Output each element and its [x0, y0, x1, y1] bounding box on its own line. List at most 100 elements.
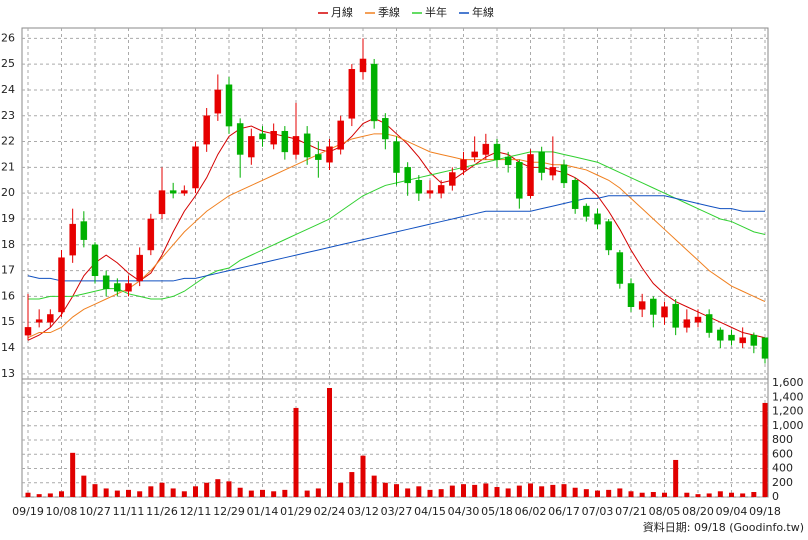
ma-line [27, 195, 765, 282]
y-tick-label: 13 [1, 367, 15, 380]
candle-body [661, 306, 668, 318]
volume-bar [483, 483, 489, 497]
candle-body [415, 180, 423, 194]
volume-bar [416, 486, 422, 497]
legend-label: 半年 [425, 5, 447, 19]
candle-body [35, 319, 43, 323]
candle-body [583, 205, 590, 217]
candle-body [303, 133, 311, 158]
x-tick-label: 07/03 [582, 505, 614, 518]
legend-label: 季線 [378, 5, 400, 19]
volume-bar [617, 488, 623, 497]
volume-bar [338, 482, 344, 497]
x-tick-label: 11/26 [146, 505, 178, 518]
volume-bar [304, 490, 310, 497]
volume-bar [472, 484, 478, 497]
candle-body [683, 319, 691, 328]
candle-body [750, 334, 758, 346]
y2-tick-label: 800 [772, 433, 793, 446]
volume-bar [36, 494, 42, 497]
candle-body [102, 275, 110, 289]
y-tick-label: 23 [1, 109, 15, 122]
volume-bar [449, 485, 455, 497]
candle-body [471, 151, 478, 158]
candle-body [650, 298, 657, 315]
candle-body [627, 283, 635, 307]
candle-body [147, 218, 155, 251]
candle-body [326, 146, 333, 163]
candle-body [560, 164, 568, 184]
candle-body [705, 314, 713, 333]
legend-label: 月線 [331, 5, 353, 19]
candle-body [493, 143, 501, 160]
y-tick-label: 16 [1, 289, 15, 302]
y-tick-label: 26 [1, 31, 15, 44]
volume-bar [114, 490, 120, 497]
volume-bar [550, 484, 556, 497]
volume-bar [650, 492, 656, 497]
volume-bar [103, 488, 109, 497]
candle-body [225, 84, 233, 127]
candle-body [315, 154, 322, 160]
x-tick-label: 10/08 [46, 505, 78, 518]
ma-line [27, 117, 766, 341]
volume-bar [684, 492, 690, 497]
candle-body [136, 254, 143, 282]
x-tick-label: 04/15 [414, 505, 446, 518]
candle-body [24, 327, 32, 336]
volume-bar [639, 492, 645, 497]
candle-body [80, 221, 88, 240]
candle-body [248, 136, 255, 158]
y2-tick-label: 600 [772, 447, 793, 460]
x-tick-label: 09/19 [12, 505, 44, 518]
volume-bar [293, 407, 299, 497]
x-tick-label: 03/12 [347, 505, 379, 518]
x-tick-label: 09/18 [749, 505, 781, 518]
x-tick-label: 01/14 [247, 505, 279, 518]
y-tick-label: 18 [1, 238, 15, 251]
x-tick-label: 09/04 [716, 505, 748, 518]
volume-bar [25, 492, 31, 497]
volume-bar [215, 479, 221, 497]
x-tick-label: 05/18 [481, 505, 513, 518]
x-tick-label: 12/29 [213, 505, 245, 518]
volume-bar [237, 487, 243, 497]
volume-bar [81, 475, 87, 497]
y2-tick-label: 1,000 [772, 419, 804, 432]
volume-bar [126, 489, 131, 497]
candle-body [426, 190, 434, 194]
volume-bar [382, 482, 388, 497]
y2-tick-label: 1,600 [772, 376, 804, 389]
candle-body [761, 337, 769, 359]
volume-bar [717, 491, 723, 497]
candle-body [437, 185, 445, 194]
volume-bar [371, 475, 377, 497]
volume-bar [516, 485, 522, 497]
candle-body [214, 89, 222, 114]
volume-bar [181, 491, 187, 497]
candle-body [114, 283, 121, 292]
candle-body [549, 167, 557, 176]
candle-body [717, 329, 724, 341]
candle-body [348, 69, 356, 119]
volume-bar [271, 491, 277, 497]
volume-bar [695, 494, 701, 497]
candle-body [259, 133, 266, 140]
volume-bar [561, 484, 567, 497]
volume-bar [662, 492, 667, 497]
plot-frame [21, 27, 769, 498]
candle-body [594, 213, 601, 225]
volume-bar [159, 482, 165, 497]
y2-tick-label: 200 [772, 476, 793, 489]
volume-bar [751, 492, 757, 497]
candle-body [125, 283, 132, 292]
volume-bar [92, 484, 98, 497]
candle-body [538, 151, 545, 173]
candle-body [672, 303, 679, 328]
x-tick-label: 06/17 [548, 505, 580, 518]
candle-body [739, 337, 746, 344]
candle-body [169, 190, 177, 194]
volume-bar [595, 490, 600, 497]
volume-bar [583, 489, 589, 497]
